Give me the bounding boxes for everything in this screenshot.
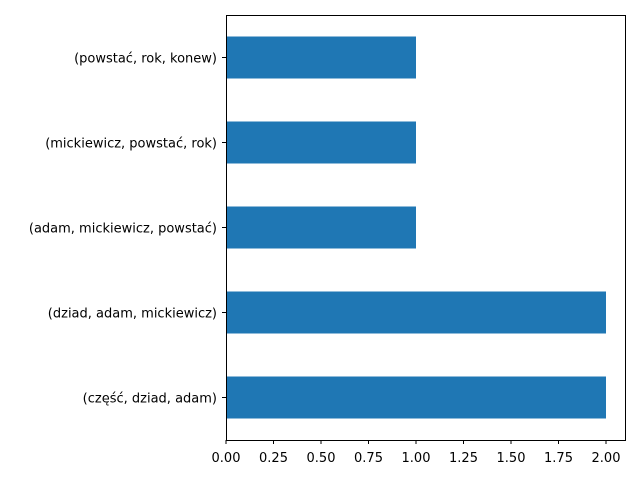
y-tick-label: (adam, mickiewicz, powstać) <box>29 222 217 237</box>
bar <box>226 121 416 164</box>
x-tick-label: 1.75 <box>544 451 573 466</box>
plot-frame <box>226 15 626 441</box>
y-tick-label: (powstać, rok, konew) <box>74 52 217 67</box>
x-tick-label: 0.50 <box>307 451 336 466</box>
y-tick-label: (część, dziad, adam) <box>83 392 217 407</box>
x-axis-ticks: 0.00 0.25 0.50 0.75 1.00 1.25 1.50 1.75 2.00 <box>212 440 621 466</box>
x-tick-label: 0.25 <box>259 451 288 466</box>
y-axis-ticks: (powstać, rok, konew) (mickiewicz, powsta… <box>29 52 226 407</box>
bar <box>226 206 416 249</box>
bar <box>226 291 606 334</box>
y-tick-label: (mickiewicz, powstać, rok) <box>45 137 217 152</box>
x-tick-label: 2.00 <box>592 451 621 466</box>
bar <box>226 376 606 419</box>
x-tick-label: 0.75 <box>354 451 383 466</box>
x-tick-label: 0.00 <box>212 451 241 466</box>
x-tick-label: 1.50 <box>497 451 526 466</box>
bars-group <box>226 36 606 419</box>
x-tick-label: 1.25 <box>449 451 478 466</box>
bar <box>226 36 416 79</box>
y-tick-label: (dziad, adam, mickiewicz) <box>48 307 217 322</box>
x-tick-label: 1.00 <box>402 451 431 466</box>
